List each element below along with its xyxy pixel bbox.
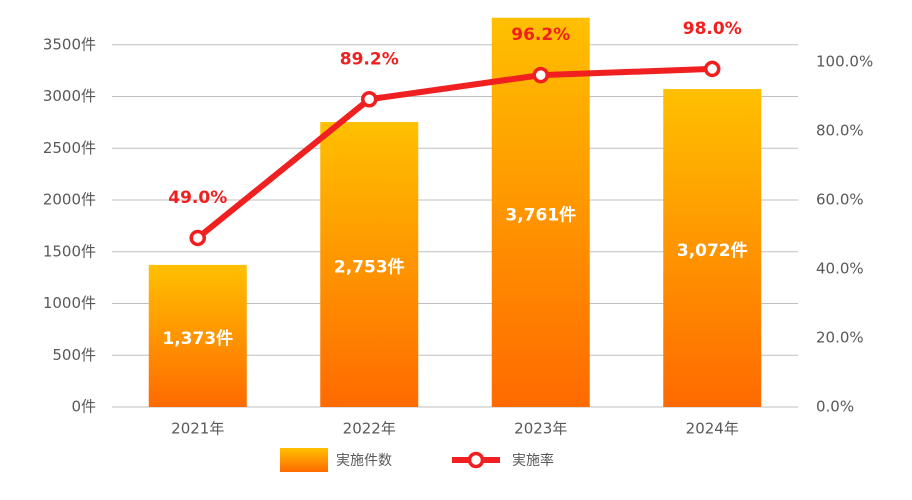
line-point — [704, 60, 721, 78]
y-tick-label: 1500件 — [43, 242, 96, 260]
y2-tick-label: 40.0% — [816, 260, 864, 278]
y-tick-label: 0件 — [71, 398, 96, 416]
y2-tick-label: 60.0% — [816, 191, 864, 209]
line-value-label: 98.0% — [683, 19, 742, 39]
x-tick-label: 2023年 — [514, 420, 567, 438]
line — [195, 65, 713, 241]
bar-value-label: 2,753件 — [334, 257, 405, 278]
line-point — [361, 91, 378, 108]
y2-tick-label: 0.0% — [816, 398, 854, 416]
x-tick-label: 2022年 — [343, 420, 396, 438]
line-value-label: 89.2% — [340, 49, 399, 69]
y-tick-label: 3500件 — [43, 35, 96, 53]
x-tick-label: 2021年 — [171, 420, 224, 438]
bar-value-label: 3,761件 — [505, 204, 576, 225]
line-value-label: 96.2% — [511, 25, 570, 45]
y-tick-label: 2500件 — [43, 139, 96, 157]
x-tick-label: 2024年 — [686, 420, 739, 438]
bar — [663, 89, 762, 407]
bar — [148, 264, 247, 407]
y-tick-label: 2000件 — [43, 191, 96, 209]
y-tick-label: 500件 — [52, 346, 96, 364]
line-value-label: 49.0% — [168, 188, 227, 208]
legend-label: 実施率 — [512, 452, 554, 469]
bar-value-label: 1,373件 — [162, 328, 233, 349]
line-point — [189, 229, 206, 247]
bar-value-label: 3,072件 — [677, 240, 748, 261]
y-tick-label: 3000件 — [43, 87, 96, 105]
y2-tick-label: 80.0% — [816, 122, 864, 140]
legend-swatch — [280, 448, 328, 472]
y2-tick-label: 100.0% — [816, 53, 873, 71]
bar — [320, 122, 419, 407]
y-tick-label: 1000件 — [43, 294, 96, 312]
y2-tick-label: 20.0% — [816, 329, 864, 347]
line-point — [532, 66, 549, 84]
legend-label: 実施件数 — [336, 453, 392, 469]
legend-swatch — [467, 451, 485, 469]
